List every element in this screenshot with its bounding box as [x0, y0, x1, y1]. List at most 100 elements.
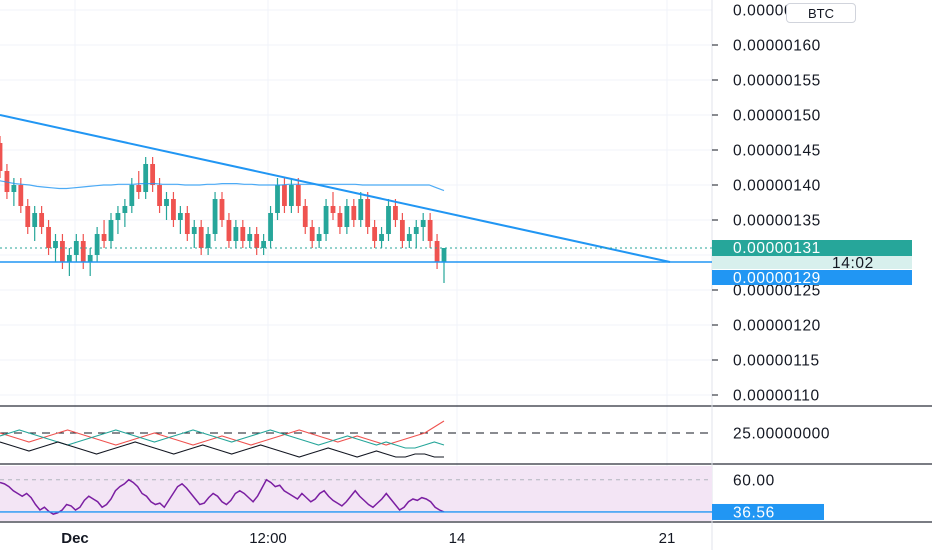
candle-body	[219, 199, 225, 220]
candle-body	[164, 199, 169, 206]
candle-body	[129, 185, 135, 206]
candle-body	[66, 255, 72, 262]
candle-body	[351, 206, 357, 220]
candle-body	[316, 234, 322, 241]
oscillator-level-label: 25.00000000	[733, 426, 830, 443]
rsi-value-label: 36.56	[733, 504, 775, 521]
rsi-line	[0, 478, 445, 515]
candle-body	[413, 227, 419, 234]
candle-body	[136, 185, 142, 192]
candle-body	[150, 164, 156, 185]
candle-body	[212, 199, 218, 234]
candle-body	[108, 220, 114, 241]
candle-body	[4, 171, 10, 192]
last-price-tag-label: 0.00000131	[733, 240, 821, 257]
price-tick-label: 0.00000135	[733, 213, 821, 230]
candle-body	[288, 185, 294, 206]
candle-body	[80, 241, 86, 262]
price-tick-label: 0.00000110	[733, 388, 820, 405]
candle-body	[261, 241, 267, 248]
candle-body	[122, 206, 128, 213]
candle-body	[337, 213, 343, 227]
candle-body	[233, 227, 239, 241]
last-price-tag[interactable]	[712, 240, 912, 256]
candle-body	[184, 213, 190, 234]
price-panel[interactable]	[0, 114, 712, 283]
oscillator-series-line	[0, 441, 444, 458]
candle-body	[330, 206, 336, 213]
candle-body	[0, 143, 3, 171]
candle-body	[247, 234, 253, 241]
candle-body	[25, 206, 31, 227]
candle-body	[427, 220, 433, 241]
moving-average-line	[0, 180, 445, 192]
candle-body	[379, 234, 384, 241]
candle-body	[60, 241, 65, 262]
candle-body	[157, 185, 162, 206]
candle-body	[268, 213, 273, 241]
trendline[interactable]	[0, 114, 671, 263]
candle-body	[302, 206, 308, 227]
price-tick-label: 0.00000125	[733, 283, 821, 300]
candle-body	[101, 234, 107, 241]
candle-body	[295, 185, 301, 206]
candle-body	[434, 241, 440, 262]
candle-body	[191, 227, 197, 234]
candle-body	[115, 213, 121, 220]
price-tick-label: 0.00000145	[733, 143, 821, 160]
candle-body	[358, 199, 364, 220]
candle-body	[365, 199, 371, 227]
candle-body	[441, 248, 447, 262]
price-tick-label: 0.00000155	[733, 73, 821, 90]
time-axis-label: 12:00	[249, 530, 287, 547]
candle-body	[309, 227, 315, 241]
candle-body	[393, 206, 398, 220]
rsi-value-tag[interactable]	[712, 503, 824, 520]
candle-body	[11, 185, 17, 192]
candle-body	[94, 234, 100, 255]
rsi-panel[interactable]: 60.00 36.56	[0, 466, 824, 521]
candle-body	[171, 199, 176, 220]
price-tick-label: 0.00000120	[733, 318, 821, 335]
price-tick-label: 0.00000115	[733, 353, 820, 370]
candle-body	[406, 234, 412, 241]
candle-body	[177, 213, 183, 220]
support-price-tag-label: 0.00000129	[733, 270, 821, 287]
countdown-label: 14:02	[832, 255, 874, 272]
candle-body	[386, 206, 391, 234]
oscillator-series-line	[0, 420, 445, 446]
candle-body	[87, 255, 93, 262]
candle-body	[372, 227, 378, 241]
oscillator-series-line	[0, 429, 445, 449]
time-axis-label: 14	[449, 530, 466, 547]
candle-body	[399, 220, 405, 241]
candle-body	[53, 241, 58, 248]
candle-body	[46, 227, 51, 248]
candle-body	[226, 220, 232, 241]
time-axis-label: Dec	[61, 530, 89, 547]
time-axis[interactable]: Dec 12:00 14 21	[61, 530, 675, 547]
countdown-tag	[712, 256, 912, 269]
support-price-tag[interactable]	[712, 270, 912, 285]
candle-body	[18, 185, 24, 206]
candle-body	[240, 227, 246, 241]
candle-body	[32, 213, 38, 227]
candle-body	[198, 227, 204, 248]
price-tick-label: 0.00000140	[733, 178, 821, 195]
candle-body	[39, 213, 45, 227]
rsi-upper-label: 60.00	[733, 472, 775, 489]
candle-body	[205, 234, 211, 248]
candle-body	[323, 206, 329, 234]
candle-body	[344, 206, 350, 227]
candle-body	[254, 234, 260, 248]
candle-body	[275, 185, 280, 213]
candle-body	[143, 164, 149, 192]
price-axis[interactable]: 0.00000160 0.00000155 0.00000150 0.00000145…	[712, 3, 912, 405]
candle-body	[282, 185, 287, 206]
time-axis-label: 21	[659, 530, 676, 547]
candle-body	[420, 220, 426, 227]
oscillator-panel[interactable]: 25.00000000	[0, 420, 830, 458]
currency-badge[interactable]: BTC	[786, 3, 856, 23]
price-tick-label: 0.00000150	[733, 108, 821, 125]
